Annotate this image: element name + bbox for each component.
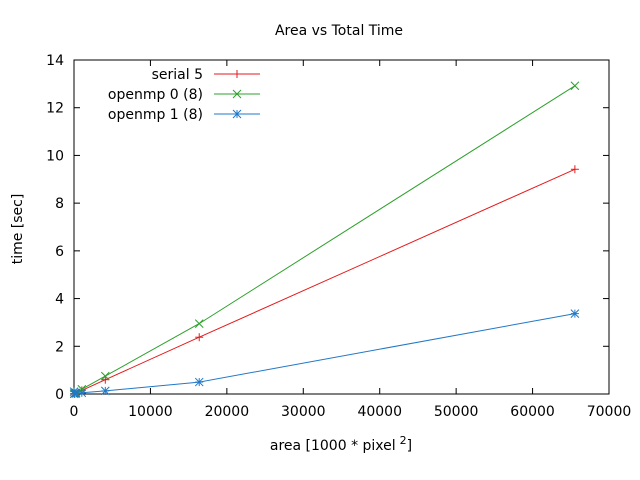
marker-stroke — [570, 81, 580, 91]
data-point — [194, 319, 204, 328]
y-tick-label: 0 — [55, 387, 64, 403]
y-tick-label: 2 — [55, 339, 64, 355]
y-tick-label: 6 — [55, 244, 64, 260]
marker-stroke — [232, 89, 242, 99]
x-axis-label-end: ] — [407, 438, 412, 454]
series-line — [73, 313, 575, 395]
series-0 — [70, 165, 579, 398]
marker-stroke — [100, 371, 110, 381]
series-1 — [69, 81, 580, 399]
data-point — [570, 165, 579, 174]
plot-axes — [73, 59, 610, 395]
legend-label: openmp 1 (8) — [108, 107, 203, 123]
legend-marker — [232, 89, 242, 99]
data-point — [100, 371, 110, 381]
marker-stroke — [194, 319, 204, 328]
y-tick-label: 4 — [55, 292, 64, 308]
x-tick-label: 10000 — [128, 404, 173, 420]
plot-frame — [73, 59, 610, 395]
x-axis-label-superscript: 2 — [400, 434, 407, 447]
y-tick-label: 14 — [46, 53, 64, 69]
y-tick-label: 8 — [55, 196, 64, 212]
x-axis-label-main: area [1000 * pixel — [270, 438, 396, 454]
legend-marker — [232, 109, 242, 119]
legend: serial 5 openmp 0 (8) openmp 1 (8) — [108, 67, 260, 123]
x-tick-label: 60000 — [510, 404, 555, 420]
marker-stroke — [77, 388, 87, 398]
y-axis-label: time [sec] — [10, 194, 26, 265]
y-tick-label: 10 — [46, 148, 64, 164]
marker-stroke — [232, 109, 242, 119]
x-tick-label: 30000 — [281, 404, 326, 420]
y-tick-label: 12 — [46, 101, 64, 117]
x-tick-label: 20000 — [205, 404, 250, 420]
data-point — [194, 377, 204, 387]
x-tick-label: 40000 — [357, 404, 402, 420]
x-axis-label: area [1000 * pixel 2] — [270, 434, 412, 454]
legend-label: openmp 0 (8) — [108, 87, 203, 103]
data-point — [570, 81, 580, 91]
x-tick-label: 70000 — [587, 404, 632, 420]
data-point — [100, 386, 110, 396]
legend-marker — [233, 70, 241, 78]
x-tick-label: 0 — [70, 404, 79, 420]
data-point — [77, 388, 87, 398]
data-point — [570, 309, 580, 318]
data-point — [101, 375, 110, 384]
series-2 — [69, 309, 580, 398]
x-tick-label: 50000 — [434, 404, 479, 420]
data-series — [69, 81, 580, 399]
chart-title: Area vs Total Time — [275, 23, 403, 39]
legend-label: serial 5 — [152, 67, 203, 83]
marker-stroke — [570, 309, 580, 318]
data-point — [195, 333, 204, 342]
axis-ticks: 0 10000 20000 30000 40000 50000 60000 70000 0 2 4 6… — [46, 53, 631, 420]
marker-stroke — [100, 386, 110, 396]
marker-stroke — [194, 377, 204, 387]
series-line — [74, 168, 576, 395]
marker-stroke — [71, 389, 81, 398]
series-line — [73, 85, 576, 395]
